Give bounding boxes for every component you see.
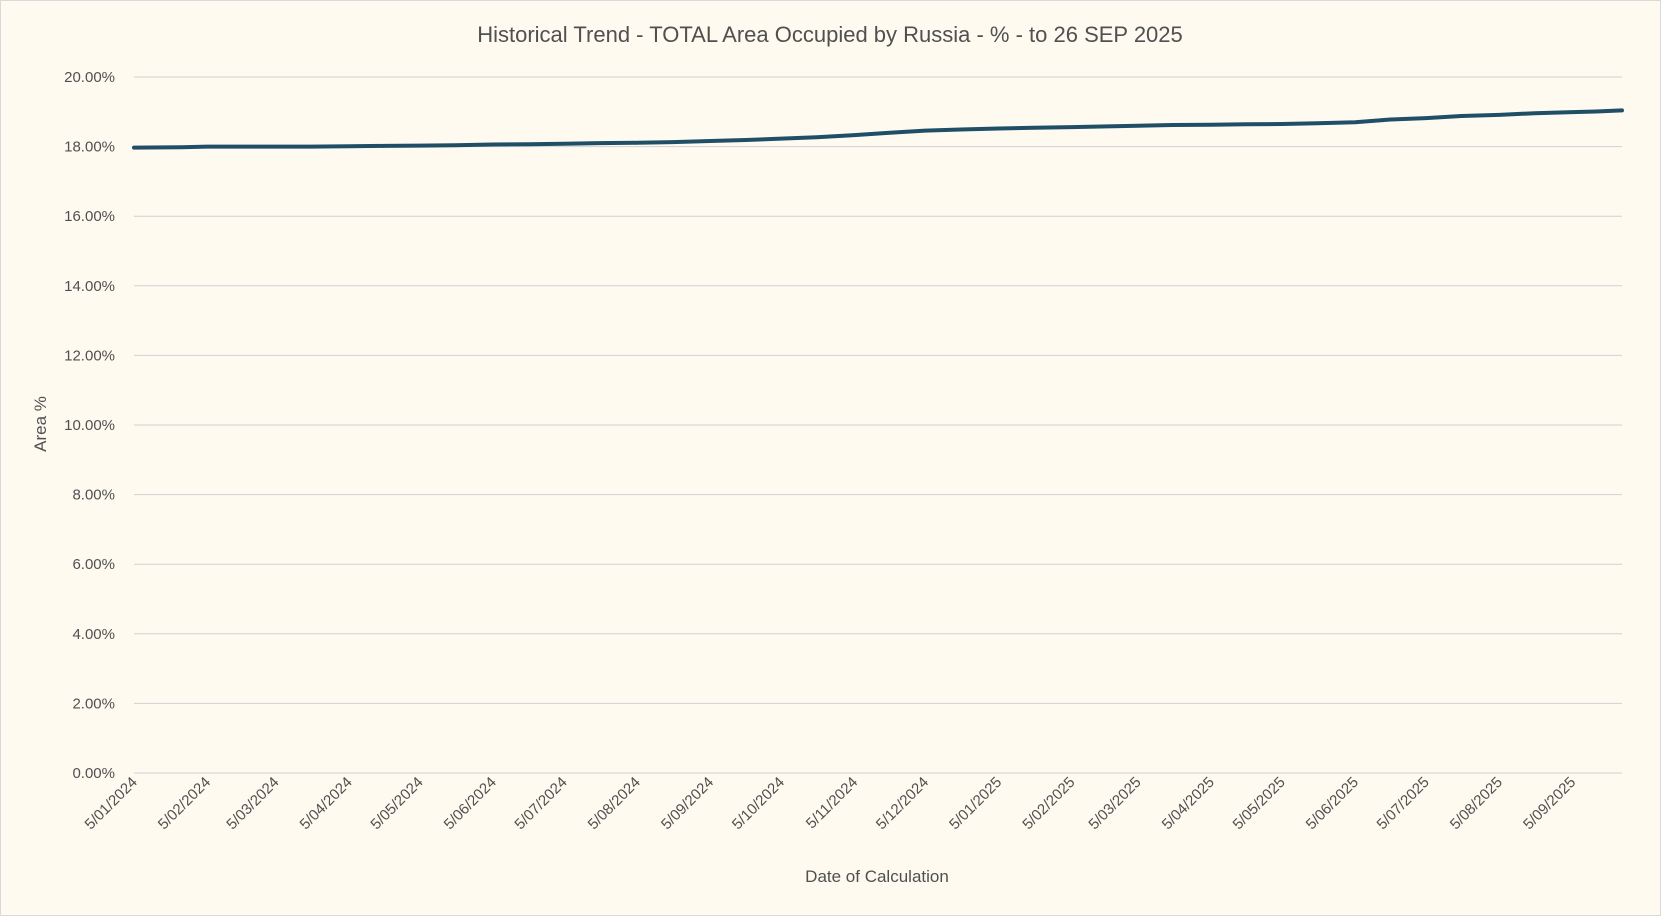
y-tick-label: 6.00% xyxy=(72,556,115,573)
x-tick-label: 5/01/2024 xyxy=(82,774,141,833)
gridlines xyxy=(134,76,1622,774)
x-tick-label: 5/04/2025 xyxy=(1159,774,1218,833)
y-tick-label: 2.00% xyxy=(72,695,115,712)
x-axis-label: Date of Calculation xyxy=(805,867,949,886)
y-tick-label: 18.00% xyxy=(64,139,115,156)
y-tick-label: 20.00% xyxy=(64,69,115,86)
y-tick-label: 8.00% xyxy=(72,487,115,504)
x-tick-label: 5/03/2024 xyxy=(223,774,282,833)
x-tick-label: 5/11/2024 xyxy=(803,774,861,832)
x-tick-label: 5/05/2025 xyxy=(1230,774,1289,833)
x-tick-label: 5/08/2024 xyxy=(585,774,644,833)
x-tick-label: 5/04/2024 xyxy=(297,774,356,833)
x-tick-label: 5/05/2024 xyxy=(367,774,426,833)
y-tick-label: 14.00% xyxy=(64,278,115,295)
x-tick-label: 5/12/2024 xyxy=(873,774,932,833)
x-tick-label: 5/09/2024 xyxy=(658,774,717,833)
y-axis-ticks: 0.00% 2.00% 4.00% 6.00% 8.00% 10.00% 12.00% 14.… xyxy=(64,69,115,782)
x-tick-label: 5/01/2025 xyxy=(946,774,1005,833)
x-tick-label: 5/03/2025 xyxy=(1085,774,1144,833)
y-tick-label: 10.00% xyxy=(64,417,115,434)
x-tick-label: 5/02/2024 xyxy=(155,774,214,833)
x-axis-ticks: 5/01/2024 5/02/2024 5/03/2024 5/04/2024 5/05… xyxy=(82,774,1580,833)
x-tick-label: 5/10/2024 xyxy=(729,774,788,833)
y-tick-label: 12.00% xyxy=(64,347,115,364)
x-tick-label: 5/08/2025 xyxy=(1447,774,1506,833)
y-axis-label: Area % xyxy=(31,396,50,452)
x-tick-label: 5/07/2025 xyxy=(1374,774,1433,833)
series-line xyxy=(132,108,1624,150)
series-layer xyxy=(132,108,1624,150)
y-tick-label: 0.00% xyxy=(72,765,115,782)
x-tick-label: 5/09/2025 xyxy=(1520,774,1579,833)
y-tick-label: 4.00% xyxy=(72,626,115,643)
chart-title: Historical Trend - TOTAL Area Occupied b… xyxy=(477,22,1183,47)
x-tick-label: 5/02/2025 xyxy=(1019,774,1078,833)
y-tick-label: 16.00% xyxy=(64,208,115,225)
x-tick-label: 5/07/2024 xyxy=(511,774,570,833)
x-tick-label: 5/06/2025 xyxy=(1303,774,1362,833)
x-tick-label: 5/06/2024 xyxy=(441,774,500,833)
